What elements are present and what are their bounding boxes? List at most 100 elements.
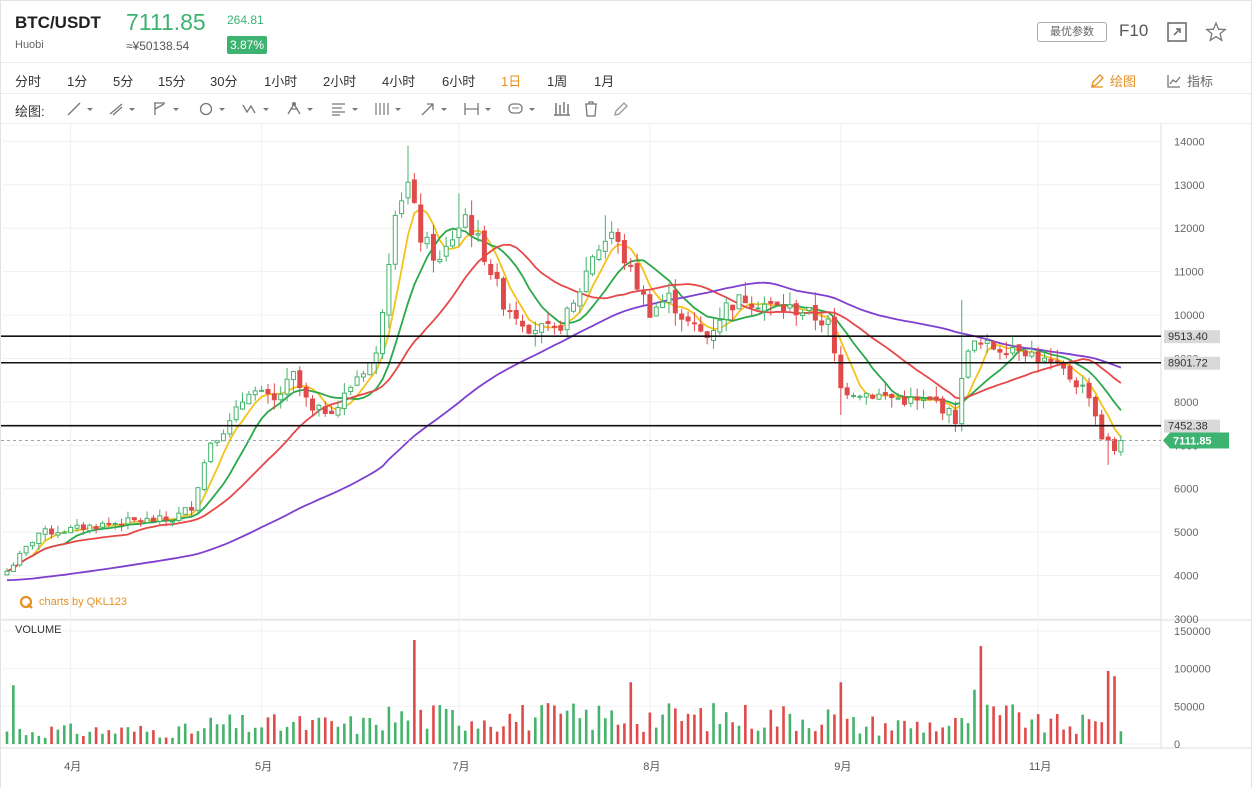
volume-bar bbox=[521, 705, 524, 744]
candle-down bbox=[844, 387, 850, 396]
volume-bar bbox=[775, 726, 779, 744]
candle-down bbox=[901, 397, 907, 405]
x-tick-label: 5月 bbox=[255, 761, 272, 773]
candle-up bbox=[475, 233, 481, 236]
period-tab[interactable]: 1周 bbox=[547, 74, 568, 89]
candle-down bbox=[952, 409, 958, 424]
volume-bar bbox=[107, 730, 111, 744]
change-percent-badge: 3.87% bbox=[227, 36, 268, 54]
channel-tool-icon[interactable] bbox=[151, 100, 183, 118]
period-tab[interactable]: 1分 bbox=[67, 74, 88, 89]
arrow-tool-icon[interactable] bbox=[419, 100, 451, 118]
candle-down bbox=[49, 528, 55, 535]
volume-bar bbox=[686, 713, 690, 744]
volume-tick-label: 0 bbox=[1174, 739, 1180, 751]
shape-tool-icon[interactable] bbox=[197, 100, 229, 118]
volume-bar bbox=[934, 731, 938, 744]
volume-bar bbox=[788, 713, 792, 744]
candle-up bbox=[29, 542, 35, 547]
volume-bar bbox=[979, 646, 983, 744]
volume-bar bbox=[826, 709, 830, 744]
volume-bar bbox=[368, 718, 372, 744]
volume-bar bbox=[43, 737, 47, 744]
volume-bar bbox=[120, 727, 123, 744]
volume-bar bbox=[336, 726, 340, 744]
volume-bar bbox=[584, 709, 588, 744]
volume-bar bbox=[877, 735, 881, 744]
star-icon[interactable] bbox=[1205, 21, 1227, 43]
period-tab[interactable]: 分时 bbox=[15, 74, 42, 89]
volume-bar bbox=[1062, 729, 1065, 744]
volume-bar bbox=[604, 718, 607, 744]
volume-bar bbox=[1094, 721, 1097, 744]
pattern-tool-icon[interactable] bbox=[241, 100, 273, 118]
chart-background bbox=[1, 124, 1251, 788]
volume-bar bbox=[495, 731, 499, 744]
volume-bar bbox=[374, 724, 378, 744]
volume-bar bbox=[1081, 714, 1084, 744]
volume-bar bbox=[298, 716, 302, 744]
volume-bar bbox=[864, 726, 868, 744]
bar-pattern-icon[interactable] bbox=[553, 100, 571, 118]
period-bar: 分时 1分 5分 15分 30分 1小时 2小时 4小时 6小时 1日 1周 1… bbox=[1, 64, 1251, 94]
y-tick-label: 11000 bbox=[1174, 267, 1204, 279]
candle-up bbox=[660, 301, 666, 308]
candle-down bbox=[558, 325, 564, 331]
period-tab-active[interactable]: 1日 bbox=[501, 74, 522, 89]
volume-bar bbox=[794, 730, 798, 744]
f10-button[interactable]: F10 bbox=[1119, 21, 1149, 40]
expand-icon[interactable] bbox=[1166, 21, 1188, 43]
pencil-icon bbox=[1091, 73, 1104, 88]
candle-down bbox=[1067, 365, 1073, 380]
candle-down bbox=[812, 305, 818, 321]
volume-bar bbox=[241, 714, 244, 744]
volume-title: VOLUME bbox=[15, 624, 62, 636]
cny-price: ≈¥50138.54 bbox=[126, 39, 190, 53]
x-tick-label: 4月 bbox=[64, 761, 81, 773]
exchange-name: Huobi bbox=[15, 39, 44, 51]
candle-up bbox=[876, 393, 882, 400]
symbol-name[interactable]: BTC/USDT bbox=[15, 13, 101, 32]
price-chart[interactable]: 4月5月7月8月9月11月140001300012000110001000090… bbox=[1, 124, 1251, 788]
volume-bar bbox=[323, 717, 327, 744]
volume-bar bbox=[661, 714, 664, 744]
pitchfork-tool-icon[interactable] bbox=[285, 100, 317, 118]
period-tab[interactable]: 6小时 bbox=[442, 74, 476, 89]
ray-tool-icon[interactable] bbox=[107, 100, 139, 118]
draw-toggle-button[interactable]: 绘图 bbox=[1089, 71, 1136, 90]
trash-icon[interactable] bbox=[582, 100, 600, 118]
period-tab[interactable]: 5分 bbox=[113, 74, 134, 89]
candle-up bbox=[182, 507, 188, 515]
indicator-button[interactable]: 指标 bbox=[1166, 71, 1213, 90]
y-tick-label: 6000 bbox=[1174, 484, 1198, 496]
gann-tool-icon[interactable] bbox=[373, 100, 405, 118]
indicator-label: 指标 bbox=[1187, 74, 1214, 89]
fibonacci-tool-icon[interactable] bbox=[330, 100, 362, 118]
annotation-tool-icon[interactable] bbox=[507, 100, 539, 118]
volume-bar bbox=[228, 714, 232, 744]
period-tab[interactable]: 15分 bbox=[158, 74, 186, 89]
volume-bar bbox=[444, 708, 448, 744]
volume-bar bbox=[1106, 670, 1110, 744]
period-tab[interactable]: 1月 bbox=[594, 74, 615, 89]
period-tab[interactable]: 1小时 bbox=[264, 74, 298, 89]
pen-icon[interactable] bbox=[612, 100, 630, 118]
volume-bar bbox=[1005, 705, 1008, 744]
candle-up bbox=[609, 231, 615, 240]
volume-bar bbox=[871, 716, 874, 744]
candle-down bbox=[297, 370, 303, 388]
candle-down bbox=[838, 354, 844, 389]
candle-up bbox=[736, 294, 742, 310]
candle-up bbox=[380, 311, 386, 355]
candle-up bbox=[895, 397, 901, 400]
period-tab[interactable]: 30分 bbox=[210, 74, 238, 89]
volume-bar bbox=[209, 717, 212, 744]
line-tool-icon[interactable] bbox=[65, 100, 97, 118]
volume-bar bbox=[502, 726, 505, 744]
measure-tool-icon[interactable] bbox=[463, 100, 495, 118]
period-tab[interactable]: 4小时 bbox=[382, 74, 416, 89]
period-tab[interactable]: 2小时 bbox=[323, 74, 357, 89]
optimal-params-button[interactable]: 最优参数 bbox=[1037, 22, 1107, 42]
candle-up bbox=[965, 350, 971, 378]
candle-up bbox=[252, 390, 258, 396]
